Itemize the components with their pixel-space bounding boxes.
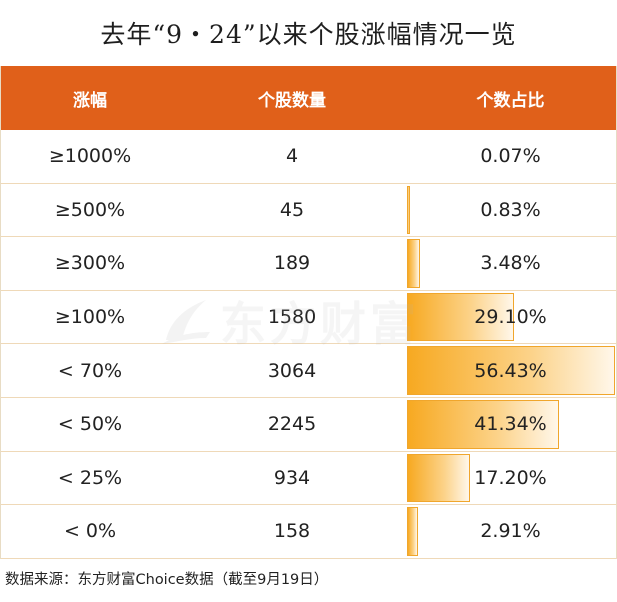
table-row: ≥500% 45 0.83% bbox=[1, 184, 616, 238]
share-bar bbox=[407, 399, 560, 449]
range-cell: ≥300% bbox=[54, 252, 126, 275]
share-cell: 41.34% bbox=[405, 398, 616, 451]
count-cell: 158 bbox=[273, 520, 311, 543]
share-cell: 3.48% bbox=[405, 237, 616, 290]
share-bar bbox=[407, 185, 411, 235]
range-cell: < 70% bbox=[57, 359, 123, 382]
table-row: < 0% 158 2.91% bbox=[1, 505, 616, 559]
range-cell: ≥1000% bbox=[48, 145, 132, 168]
count-cell: 189 bbox=[273, 252, 311, 275]
range-cell: < 25% bbox=[57, 466, 123, 489]
table-row: ≥100% 1580 29.10% bbox=[1, 291, 616, 345]
table-row: ≥1000% 4 0.07% bbox=[1, 130, 616, 184]
table-row: ≥300% 189 3.48% bbox=[1, 237, 616, 291]
chart-title: 去年“9・24”以来个股涨幅情况一览 bbox=[100, 20, 517, 49]
share-bar bbox=[407, 239, 420, 288]
range-cell: < 0% bbox=[63, 520, 117, 543]
share-cell: 2.91% bbox=[405, 505, 616, 558]
count-cell: 45 bbox=[279, 198, 305, 221]
share-label: 41.34% bbox=[474, 413, 547, 436]
share-bar bbox=[407, 346, 615, 395]
share-label: 0.83% bbox=[480, 198, 541, 221]
count-cell: 2245 bbox=[267, 413, 317, 436]
share-bar bbox=[407, 507, 418, 556]
stock-gain-table: 涨幅 个股数量 个数占比 ≥1000% 4 0.07% ≥500% 45 0.83% ≥30… bbox=[0, 66, 617, 559]
share-cell: 0.83% bbox=[405, 184, 616, 237]
count-cell: 3064 bbox=[267, 359, 317, 382]
share-label: 0.07% bbox=[480, 145, 541, 168]
count-cell: 4 bbox=[285, 145, 299, 168]
count-cell: 1580 bbox=[267, 306, 317, 329]
share-cell: 0.07% bbox=[405, 130, 616, 183]
table-row: < 25% 934 17.20% bbox=[1, 452, 616, 506]
header-count: 个股数量 bbox=[258, 90, 326, 111]
table-body: ≥1000% 4 0.07% ≥500% 45 0.83% ≥300% 189 3.48% ≥10… bbox=[1, 130, 616, 559]
share-cell: 29.10% bbox=[405, 291, 616, 344]
source-note: 数据来源：东方财富Choice数据（截至9月19日） bbox=[5, 572, 329, 588]
share-label: 2.91% bbox=[480, 520, 541, 543]
range-cell: ≥500% bbox=[54, 198, 126, 221]
share-cell: 56.43% bbox=[405, 344, 616, 397]
header-range: 涨幅 bbox=[73, 90, 107, 111]
share-cell: 17.20% bbox=[405, 452, 616, 505]
share-label: 17.20% bbox=[474, 466, 547, 489]
header-share: 个数占比 bbox=[476, 90, 545, 111]
share-label: 3.48% bbox=[480, 252, 541, 275]
table-row: < 50% 2245 41.34% bbox=[1, 398, 616, 452]
range-cell: ≥100% bbox=[54, 306, 126, 329]
table-row: < 70% 3064 56.43% bbox=[1, 344, 616, 398]
share-bar bbox=[407, 292, 515, 342]
count-cell: 934 bbox=[273, 466, 311, 489]
share-bar bbox=[407, 453, 471, 503]
share-label: 56.43% bbox=[474, 359, 547, 382]
share-label: 29.10% bbox=[474, 306, 547, 329]
range-cell: < 50% bbox=[57, 413, 123, 436]
table-header: 涨幅 个股数量 个数占比 bbox=[1, 66, 616, 130]
